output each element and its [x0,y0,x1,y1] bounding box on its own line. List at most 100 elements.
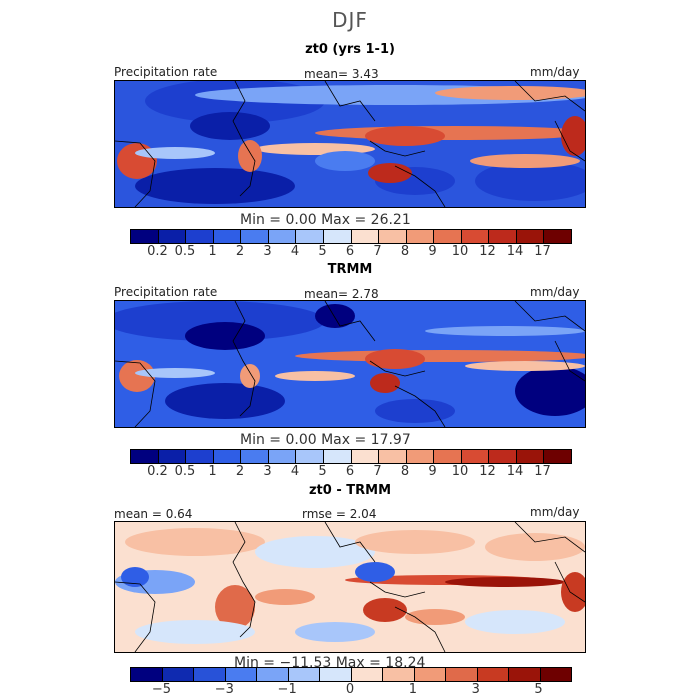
colorbar-swatch [241,450,269,463]
colorbar-swatch [516,450,545,463]
panel1-colorbar [130,229,572,244]
panel2-colorbar [130,449,572,464]
colorbar-swatch [288,668,320,681]
colorbar-tick-label: 2 [235,464,245,479]
panel3-rmse-label: rmse = 2.04 [302,507,377,521]
colorbar-tick-label: 17 [534,244,551,259]
colorbar-swatch [489,450,517,463]
colorbar-swatch [162,668,194,681]
colorbar-swatch [213,230,242,243]
colorbar-tick-label: 3 [471,682,480,697]
colorbar-swatch [434,450,462,463]
colorbar-swatch [406,450,435,463]
colorbar-tick-label: 8 [400,464,410,479]
colorbar-swatch [268,450,297,463]
colorbar-swatch [323,450,352,463]
colorbar-swatch [131,230,159,243]
colorbar-swatch [296,450,324,463]
colorbar-swatch [320,668,352,681]
colorbar-swatch [351,668,383,681]
panel1-mean-label: mean= 3.43 [304,67,379,81]
colorbar-swatch [544,230,571,243]
colorbar-tick-label: 7 [373,244,382,259]
colorbar-swatch [434,230,462,243]
colorbar-tick-label: 14 [506,244,524,259]
panel3-title: zt0 - TRMM [308,483,392,498]
colorbar-tick-label: 5 [318,464,327,479]
colorbar-tick-label: 12 [479,244,496,259]
colorbar-swatch [516,230,545,243]
colorbar-tick-label: 10 [451,244,469,259]
colorbar-tick-label: −5 [151,682,172,697]
colorbar-swatch [158,450,187,463]
colorbar-swatch [323,230,352,243]
colorbar-tick-label: 1 [208,464,217,479]
colorbar-tick-label: 6 [345,244,355,259]
colorbar-swatch [158,230,187,243]
colorbar-swatch [477,668,509,681]
colorbar-swatch [379,450,407,463]
colorbar-swatch [540,668,571,681]
colorbar-tick-label: 14 [506,464,524,479]
panel3-difference-map [114,521,586,653]
colorbar-tick-label: 4 [290,464,300,479]
colorbar-tick-label: −1 [277,682,297,697]
season-title: DJF [332,8,368,32]
panel2-precip-map [114,300,586,428]
colorbar-tick-label: 2 [235,244,245,259]
panel2-mean-label: mean= 2.78 [304,287,379,301]
panel1-title: zt0 (yrs 1-1) [305,42,395,57]
colorbar-swatch [194,668,226,681]
colorbar-tick-label: 9 [428,464,437,479]
colorbar-tick-label: 3 [263,464,272,479]
colorbar-swatch [509,668,541,681]
panel2-variable-label: Precipitation rate [114,285,218,299]
panel2-colorbar-ticks: 0.2 0.5 1 2 3 4 5 6 7 8 9 10 12 14 17 [130,464,570,480]
colorbar-tick-label: 10 [451,464,469,479]
colorbar-swatch [213,450,242,463]
panel1-variable-label: Precipitation rate [114,65,218,79]
colorbar-tick-label: 0.5 [174,244,196,259]
colorbar-tick-label: 0 [345,682,355,697]
colorbar-tick-label: 6 [345,464,355,479]
panel2-units-label: mm/day [530,285,580,299]
colorbar-swatch [461,230,490,243]
colorbar-swatch [241,230,269,243]
colorbar-swatch [351,230,380,243]
colorbar-swatch [186,230,214,243]
colorbar-tick-label: 0.2 [147,244,168,259]
colorbar-swatch [544,450,571,463]
colorbar-swatch [186,450,214,463]
colorbar-swatch [296,230,324,243]
panel2-minmax: Min = 0.00 Max = 17.97 [240,432,411,448]
colorbar-tick-label: 4 [290,244,300,259]
colorbar-swatch [446,668,478,681]
colorbar-tick-label: 17 [534,464,551,479]
panel3-colorbar-ticks: −5 −3 −1 0 1 3 5 [130,682,570,698]
colorbar-tick-label: 0.2 [147,464,168,479]
colorbar-tick-label: 7 [373,464,382,479]
colorbar-swatch [383,668,415,681]
colorbar-swatch [351,450,380,463]
panel1-minmax: Min = 0.00 Max = 26.21 [240,212,411,228]
panel1-colorbar-ticks: 0.2 0.5 1 2 3 4 5 6 7 8 9 10 12 14 17 [130,244,570,260]
colorbar-tick-label: 1 [208,244,217,259]
colorbar-tick-label: 9 [428,244,437,259]
colorbar-swatch [379,230,407,243]
colorbar-tick-label: 1 [408,682,417,697]
panel3-colorbar [130,667,572,682]
colorbar-tick-label: 12 [479,464,496,479]
colorbar-tick-label: 0.5 [174,464,196,479]
colorbar-tick-label: 3 [263,244,272,259]
colorbar-swatch [461,450,490,463]
colorbar-tick-label: −3 [214,682,234,697]
colorbar-swatch [225,668,257,681]
colorbar-swatch [414,668,446,681]
panel3-mean-label: mean = 0.64 [114,507,193,521]
colorbar-swatch [257,668,289,681]
colorbar-swatch [131,450,159,463]
colorbar-swatch [268,230,297,243]
colorbar-swatch [489,230,517,243]
panel2-title: TRMM [327,262,373,277]
colorbar-tick-label: 5 [534,682,543,697]
